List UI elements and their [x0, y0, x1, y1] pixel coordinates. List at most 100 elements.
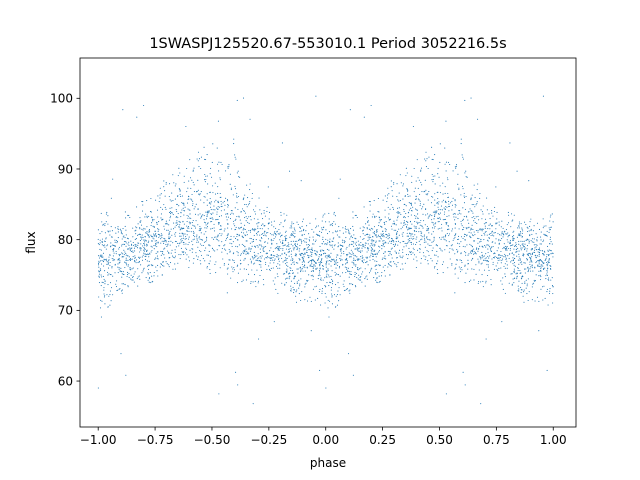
data-point — [119, 270, 121, 272]
data-point — [293, 278, 295, 280]
data-point — [484, 258, 486, 260]
data-point — [296, 247, 299, 249]
data-point — [125, 252, 127, 254]
data-point — [460, 241, 462, 243]
data-point — [257, 258, 259, 260]
data-point — [486, 197, 488, 199]
data-point — [440, 209, 442, 211]
data-point — [402, 249, 404, 251]
data-point — [205, 175, 207, 177]
data-point — [299, 253, 301, 255]
data-point — [138, 260, 141, 262]
data-point — [498, 257, 500, 259]
data-point — [540, 264, 542, 266]
data-point — [418, 199, 420, 201]
data-point — [326, 257, 328, 259]
data-point — [315, 262, 317, 265]
data-point — [130, 258, 132, 261]
data-point — [444, 186, 446, 188]
data-point — [325, 238, 327, 240]
data-point — [342, 241, 344, 243]
data-point — [274, 255, 276, 257]
data-point — [411, 175, 413, 177]
data-point — [348, 270, 350, 272]
data-point — [230, 235, 232, 238]
data-point — [444, 239, 446, 241]
x-tick-label: 0.25 — [369, 433, 396, 447]
data-point — [464, 233, 466, 235]
data-point — [227, 263, 230, 265]
data-point — [361, 250, 363, 252]
data-point — [151, 250, 153, 252]
data-point — [301, 241, 303, 243]
data-point — [99, 239, 101, 241]
data-point — [410, 204, 413, 206]
data-point — [454, 206, 456, 208]
data-point — [310, 275, 312, 277]
data-point — [340, 250, 342, 252]
data-point — [479, 228, 481, 230]
data-point — [265, 235, 267, 237]
data-point — [350, 249, 352, 251]
data-point — [495, 186, 497, 188]
data-point — [520, 249, 522, 251]
data-point — [367, 240, 369, 242]
data-point — [436, 245, 439, 247]
data-point — [263, 258, 266, 260]
data-point — [378, 251, 380, 253]
data-point — [455, 164, 458, 166]
data-point — [268, 265, 270, 267]
data-point — [259, 248, 261, 250]
data-point — [207, 183, 209, 185]
data-point — [407, 254, 410, 256]
data-point — [546, 274, 549, 276]
data-point — [97, 229, 99, 231]
data-point — [152, 225, 154, 227]
data-point — [216, 211, 218, 213]
data-point — [273, 226, 275, 228]
data-point — [211, 227, 213, 229]
data-point — [545, 258, 547, 260]
data-point — [510, 273, 512, 275]
data-point — [325, 255, 327, 257]
data-point — [297, 272, 299, 274]
data-point — [141, 228, 143, 230]
data-point — [319, 230, 321, 232]
data-point — [168, 241, 170, 243]
data-point — [410, 207, 412, 209]
data-point — [236, 196, 238, 198]
data-point — [212, 209, 214, 211]
data-point — [387, 263, 390, 265]
data-point — [370, 270, 372, 272]
data-point — [203, 195, 205, 198]
data-point — [330, 245, 332, 247]
data-point — [485, 280, 487, 282]
data-point — [236, 265, 238, 267]
data-point — [454, 273, 456, 275]
data-point — [457, 250, 459, 252]
data-point — [229, 250, 231, 252]
data-point — [301, 225, 303, 227]
data-point — [463, 235, 465, 238]
data-point — [437, 206, 439, 208]
data-point — [122, 236, 124, 238]
data-point — [333, 248, 335, 250]
data-point — [441, 227, 443, 229]
data-point — [419, 251, 421, 253]
data-point — [225, 216, 227, 218]
data-point — [540, 231, 542, 233]
data-point — [130, 274, 132, 276]
data-point — [239, 176, 241, 178]
data-point — [252, 258, 254, 260]
data-point — [501, 231, 503, 233]
data-point — [100, 316, 103, 318]
data-point — [432, 211, 434, 213]
data-point — [254, 246, 257, 248]
data-point — [264, 230, 266, 232]
data-point — [341, 252, 343, 254]
data-point — [548, 227, 550, 229]
data-point — [253, 234, 255, 237]
data-point — [439, 212, 441, 214]
data-point — [416, 159, 418, 161]
data-point — [331, 259, 333, 261]
